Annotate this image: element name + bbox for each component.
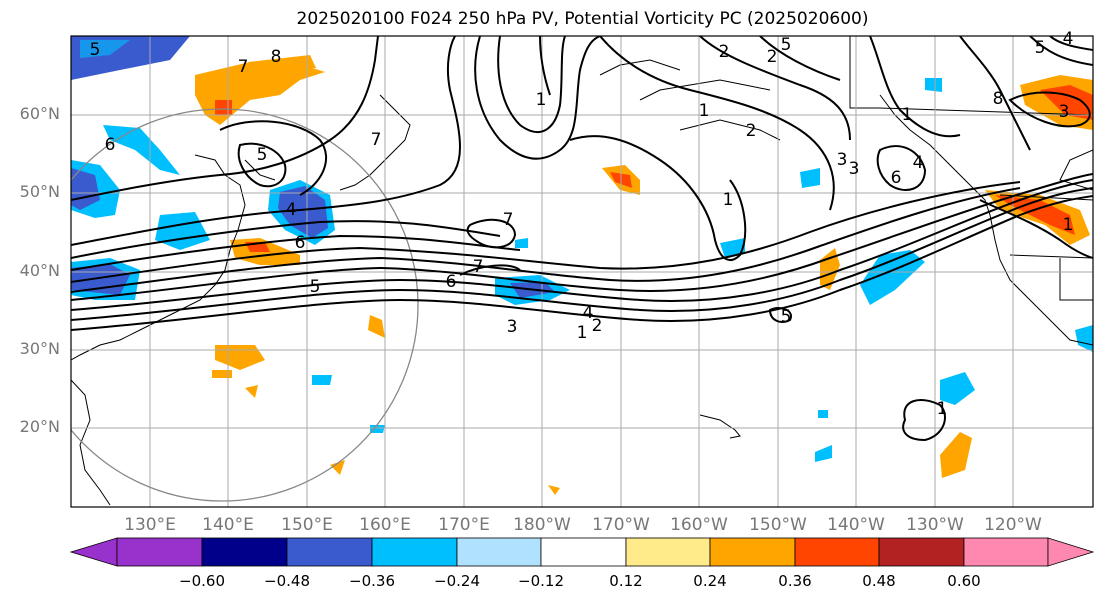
colorbar-bin bbox=[963, 537, 1049, 567]
map-frame bbox=[70, 35, 1094, 508]
contour-label: 1 bbox=[937, 399, 948, 419]
colorbar-bin bbox=[371, 537, 458, 567]
map-title: 2025020100 F024 250 hPa PV, Potential Vo… bbox=[296, 9, 869, 29]
contour-label: 2 bbox=[719, 42, 730, 62]
colorbar-bin bbox=[540, 537, 627, 567]
graticule bbox=[71, 36, 1093, 507]
colorbar-bin bbox=[794, 537, 880, 567]
lon-label: 150°W bbox=[749, 515, 807, 535]
colorbar-bin bbox=[116, 537, 203, 567]
colorbar-tick-label: −0.48 bbox=[264, 572, 310, 590]
contour-label: 2 bbox=[746, 121, 757, 141]
lon-label: 130°W bbox=[906, 515, 964, 535]
colorbar-tick-label: −0.36 bbox=[349, 572, 395, 590]
colorbar-bin bbox=[878, 537, 965, 567]
contour-label: 2 bbox=[592, 316, 603, 336]
lon-label: 140°W bbox=[827, 515, 885, 535]
contour-label: 6 bbox=[105, 135, 116, 155]
colorbar-bin bbox=[625, 537, 711, 567]
contour-label: 7 bbox=[503, 210, 514, 230]
contour-label: 5 bbox=[1035, 38, 1046, 58]
lon-label: 140°E bbox=[202, 515, 254, 535]
contour-label: 3 bbox=[837, 150, 848, 170]
colorbar-extend-low bbox=[69, 537, 118, 567]
contour-label: 6 bbox=[446, 272, 457, 292]
colorbar-tick-label: 0.24 bbox=[693, 572, 727, 590]
lon-label: 130°E bbox=[124, 515, 176, 535]
contour-label: 7 bbox=[371, 130, 382, 150]
lon-label: 170°E bbox=[438, 515, 490, 535]
contour-label: 6 bbox=[295, 233, 306, 253]
lon-label: 160°E bbox=[359, 515, 411, 535]
lat-label-30n: 30°N bbox=[19, 339, 60, 358]
lon-label: 150°E bbox=[281, 515, 333, 535]
colorbar-bin bbox=[286, 537, 373, 567]
contour-label: 5 bbox=[257, 145, 268, 165]
contour-label: 7 bbox=[238, 57, 249, 77]
range-circle bbox=[71, 108, 419, 502]
contour-label: 1 bbox=[1063, 215, 1074, 235]
contour-labels: 8 7 6 5 4 3 2 1 1 1 1 2 2 3 4 5 5 6 6 7 … bbox=[90, 29, 1074, 419]
colorbar-tick-label: −0.60 bbox=[179, 572, 225, 590]
contour-label: 4 bbox=[913, 153, 924, 173]
lon-label: 180°W bbox=[513, 515, 571, 535]
coastlines bbox=[71, 36, 1093, 506]
lon-label: 120°W bbox=[984, 515, 1042, 535]
lat-label-20n: 20°N bbox=[19, 417, 60, 436]
contour-label: 5 bbox=[90, 40, 101, 60]
colorbar-bin bbox=[456, 537, 542, 567]
contour-label: 1 bbox=[536, 90, 547, 110]
lon-label: 170°W bbox=[592, 515, 650, 535]
colorbar-bin bbox=[709, 537, 796, 567]
contour-label: 5 bbox=[310, 277, 321, 297]
colorbar-tick-label: −0.12 bbox=[518, 572, 564, 590]
contour-label: 5 bbox=[781, 35, 792, 55]
contour-label: 3 bbox=[507, 317, 518, 337]
colorbar bbox=[69, 537, 1095, 567]
lon-label: 160°W bbox=[670, 515, 728, 535]
contour-label: 1 bbox=[699, 101, 710, 121]
contour-label: 8 bbox=[993, 89, 1004, 109]
lat-label-50n: 50°N bbox=[19, 182, 60, 201]
colorbar-tick-label: 0.60 bbox=[947, 572, 981, 590]
contour-label: 4 bbox=[286, 200, 297, 220]
colorbar-tick-label: −0.24 bbox=[434, 572, 480, 590]
contour-label: 1 bbox=[577, 323, 588, 343]
lat-label-60n: 60°N bbox=[19, 104, 60, 123]
colorbar-tick-label: 0.36 bbox=[778, 572, 812, 590]
contour-label: 1 bbox=[723, 190, 734, 210]
contour-label: 5 bbox=[781, 307, 792, 327]
lat-label-40n: 40°N bbox=[19, 261, 60, 280]
contour-label: 3 bbox=[849, 159, 860, 179]
contour-label: 1 bbox=[902, 105, 913, 125]
colorbar-bin bbox=[201, 537, 288, 567]
contour-label: 4 bbox=[583, 303, 594, 323]
colorbar-extend-high bbox=[1047, 537, 1095, 567]
colorbar-tick-label: 0.12 bbox=[609, 572, 643, 590]
pv-contours bbox=[71, 36, 1093, 442]
contour-label: 2 bbox=[767, 47, 778, 67]
contour-label: 3 bbox=[1059, 102, 1070, 122]
contour-label: 7 bbox=[473, 257, 484, 277]
colorbar-tick-label: 0.48 bbox=[862, 572, 896, 590]
contour-label: 6 bbox=[891, 168, 902, 188]
contour-label: 4 bbox=[1063, 29, 1074, 49]
contour-label: 8 bbox=[271, 47, 282, 67]
